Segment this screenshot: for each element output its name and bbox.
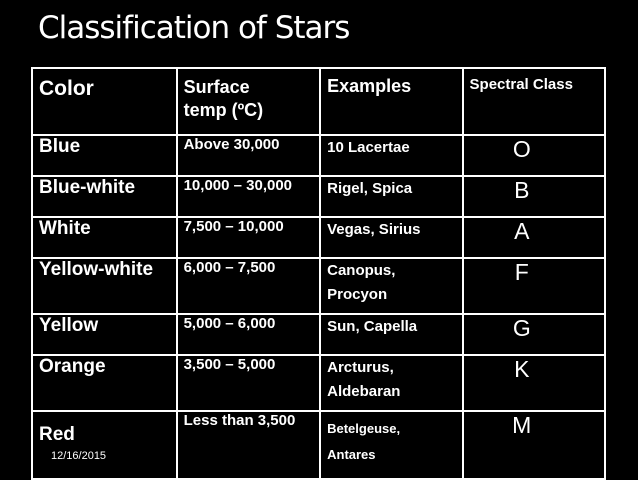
table-header-row: Color Surface temp (ºC) Examples Spectral… — [31, 67, 607, 136]
cell-temp: Less than 3,500 — [175, 410, 322, 480]
cell-color: Red — [31, 410, 178, 480]
cell-examples: Betelgeuse, Antares — [319, 410, 464, 480]
cell-examples: Arcturus, Aldebaran — [319, 354, 464, 412]
star-classification-table: Color Surface temp (ºC) Examples Spectral… — [31, 67, 607, 480]
cell-spectral-class: K — [461, 354, 607, 412]
table-row: Orange 3,500 – 5,000 Arcturus, Aldebaran … — [31, 354, 607, 412]
cell-color: Yellow-white — [31, 257, 178, 315]
table-row: Blue-white 10,000 – 30,000 Rigel, Spica … — [31, 175, 607, 218]
table-row: White 7,500 – 10,000 Vegas, Sirius A — [31, 216, 607, 259]
cell-examples: Rigel, Spica — [319, 175, 464, 218]
cell-spectral-class: M — [461, 410, 607, 480]
examples-line1: Rigel, Spica — [327, 180, 413, 197]
slide-date: 12/16/2015 — [51, 450, 107, 462]
cell-examples: Sun, Capella — [319, 313, 464, 356]
cell-temp: Above 30,000 — [175, 134, 322, 177]
examples-line2: Procyon — [327, 286, 388, 303]
cell-spectral-class: G — [461, 313, 607, 356]
cell-spectral-class: B — [461, 175, 607, 218]
header-examples: Examples — [319, 67, 464, 136]
examples-line1: Canopus, — [327, 262, 396, 279]
header-temp-line1: Surface — [183, 77, 250, 97]
cell-color: White — [31, 216, 178, 259]
cell-temp: 6,000 – 7,500 — [175, 257, 322, 315]
cell-spectral-class: A — [461, 216, 607, 259]
examples-line1: Vegas, Sirius — [327, 221, 421, 238]
table-row: Yellow 5,000 – 6,000 Sun, Capella G — [31, 313, 607, 356]
cell-color: Yellow — [31, 313, 178, 356]
examples-line1: 10 Lacertae — [327, 139, 410, 156]
cell-color: Blue-white — [31, 175, 178, 218]
cell-temp: 3,500 – 5,000 — [175, 354, 322, 412]
cell-temp: 5,000 – 6,000 — [175, 313, 322, 356]
cell-temp: 10,000 – 30,000 — [175, 175, 322, 218]
examples-line2: Aldebaran — [327, 383, 401, 400]
header-color: Color — [31, 67, 178, 136]
cell-color: Orange — [31, 354, 178, 412]
slide-title: Classification of Stars — [38, 10, 350, 46]
table-row: Yellow-white 6,000 – 7,500 Canopus, Procy… — [31, 257, 607, 315]
cell-color: Blue — [31, 134, 178, 177]
cell-examples: 10 Lacertae — [319, 134, 464, 177]
header-temp-line2: temp (ºC) — [183, 100, 264, 120]
examples-line1: Betelgeuse, — [327, 421, 401, 436]
cell-spectral-class: O — [461, 134, 607, 177]
examples-line1: Arcturus, — [327, 359, 394, 376]
cell-temp: 7,500 – 10,000 — [175, 216, 322, 259]
table-row: Red Less than 3,500 Betelgeuse, Antares M — [31, 410, 607, 480]
cell-examples: Vegas, Sirius — [319, 216, 464, 259]
examples-line1: Sun, Capella — [327, 318, 418, 335]
header-surface-temp: Surface temp (ºC) — [175, 67, 322, 136]
cell-examples: Canopus, Procyon — [319, 257, 464, 315]
header-spectral-class: Spectral Class — [461, 67, 607, 136]
cell-spectral-class: F — [461, 257, 607, 315]
table-row: Blue Above 30,000 10 Lacertae O — [31, 134, 607, 177]
examples-line2: Antares — [327, 447, 376, 462]
